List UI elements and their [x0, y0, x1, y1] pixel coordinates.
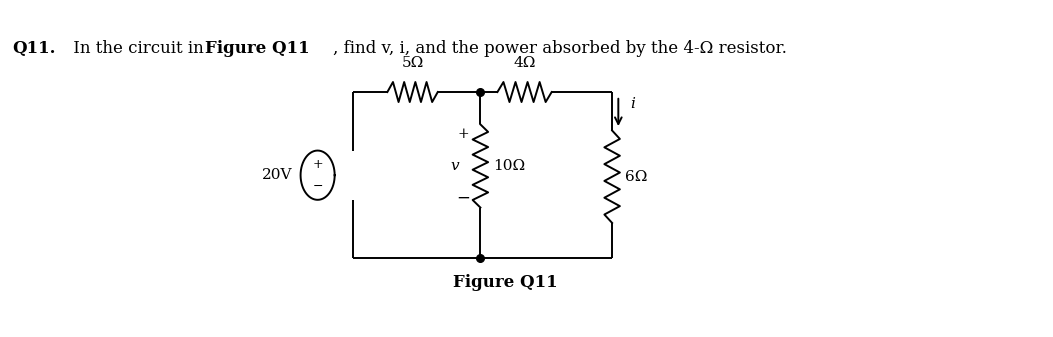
Text: 6Ω: 6Ω — [624, 170, 647, 184]
Text: 5Ω: 5Ω — [401, 57, 423, 70]
Text: Figure Q11: Figure Q11 — [205, 40, 310, 57]
Text: Figure Q11: Figure Q11 — [453, 274, 558, 291]
Text: Q11.: Q11. — [13, 40, 56, 57]
Text: 10Ω: 10Ω — [493, 159, 524, 173]
Text: , find v, i, and the power absorbed by the 4-Ω resistor.: , find v, i, and the power absorbed by t… — [333, 40, 787, 57]
Text: i: i — [630, 97, 635, 112]
Text: 20V: 20V — [262, 168, 293, 182]
Text: +: + — [313, 158, 323, 171]
Text: In the circuit in: In the circuit in — [68, 40, 210, 57]
Text: −: − — [456, 190, 471, 207]
Text: −: − — [313, 180, 323, 192]
Text: 4Ω: 4Ω — [514, 57, 536, 70]
Text: v: v — [451, 159, 459, 173]
Text: +: + — [457, 127, 470, 141]
